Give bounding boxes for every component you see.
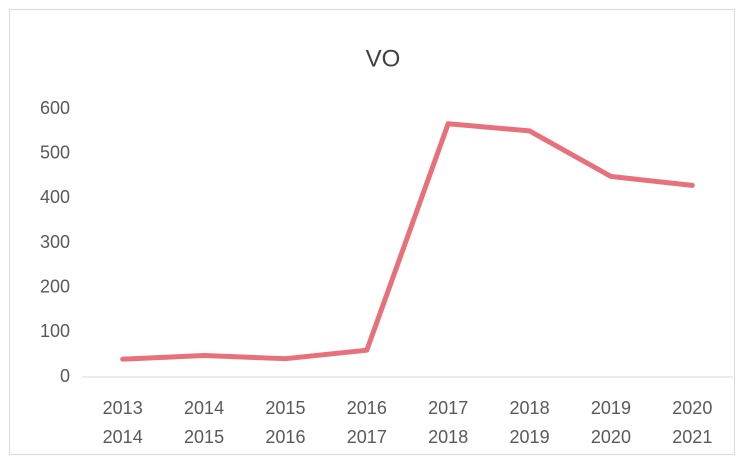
y-tick-label: 100 xyxy=(40,321,70,341)
x-tick-label: 2018 2019 xyxy=(509,398,550,447)
x-tick-label: 2020 2021 xyxy=(672,398,713,447)
x-tick-label: 2017 2018 xyxy=(428,398,469,447)
y-tick-label: 400 xyxy=(40,187,70,207)
y-tick-label: 300 xyxy=(40,232,70,252)
y-tick-label: 200 xyxy=(40,276,70,296)
y-tick-label: 0 xyxy=(60,366,70,386)
y-tick-label: 500 xyxy=(40,142,70,162)
x-tick-label: 2016 2017 xyxy=(346,398,387,447)
chart-frame xyxy=(9,9,735,455)
line-series xyxy=(120,121,695,362)
x-tick-label: 2013 2014 xyxy=(102,398,143,447)
x-tick-label: 2014 2015 xyxy=(184,398,225,447)
x-tick-label: 2019 2020 xyxy=(590,398,631,447)
y-tick-label: 600 xyxy=(40,98,70,118)
x-tick-label: 2015 2016 xyxy=(265,398,306,447)
chart-title: VO xyxy=(366,45,401,72)
